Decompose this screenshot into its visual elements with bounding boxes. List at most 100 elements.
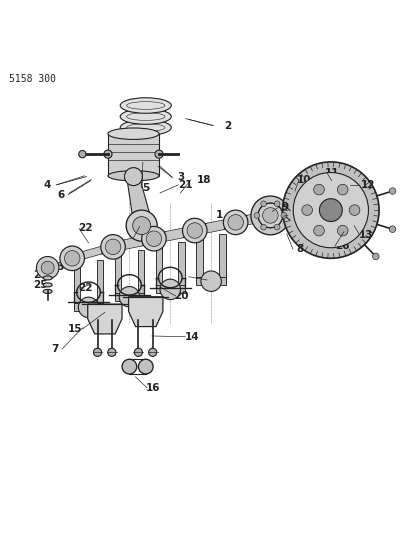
Text: 15: 15 xyxy=(67,324,82,334)
Ellipse shape xyxy=(120,109,171,124)
Polygon shape xyxy=(74,303,103,311)
Circle shape xyxy=(313,225,324,236)
Text: 10: 10 xyxy=(296,175,310,185)
Circle shape xyxy=(138,359,153,374)
Text: 4: 4 xyxy=(44,180,51,190)
Ellipse shape xyxy=(182,219,207,243)
Text: 7: 7 xyxy=(51,344,58,354)
Circle shape xyxy=(292,173,368,248)
Text: 12: 12 xyxy=(360,180,374,190)
Polygon shape xyxy=(127,179,150,217)
Circle shape xyxy=(260,224,266,230)
Circle shape xyxy=(108,348,116,357)
Text: 16: 16 xyxy=(145,383,160,393)
Polygon shape xyxy=(223,208,282,230)
Polygon shape xyxy=(115,250,121,297)
Ellipse shape xyxy=(43,289,52,294)
Text: 22: 22 xyxy=(78,223,93,233)
Polygon shape xyxy=(196,234,202,281)
Circle shape xyxy=(160,279,180,300)
Ellipse shape xyxy=(41,261,54,274)
Ellipse shape xyxy=(64,251,80,266)
Circle shape xyxy=(155,150,163,158)
Ellipse shape xyxy=(101,235,125,259)
Ellipse shape xyxy=(43,283,52,287)
Text: 8: 8 xyxy=(295,244,303,254)
Polygon shape xyxy=(137,250,144,297)
Ellipse shape xyxy=(250,196,289,235)
Polygon shape xyxy=(196,277,225,285)
Polygon shape xyxy=(142,223,207,246)
Text: 5: 5 xyxy=(142,183,149,192)
Polygon shape xyxy=(88,304,122,334)
Polygon shape xyxy=(219,234,225,281)
Ellipse shape xyxy=(120,98,171,114)
Circle shape xyxy=(78,297,99,318)
Ellipse shape xyxy=(36,256,59,279)
Polygon shape xyxy=(178,243,184,289)
Text: 22: 22 xyxy=(78,283,93,293)
Text: 5158 300: 5158 300 xyxy=(9,75,56,84)
Circle shape xyxy=(280,213,286,219)
Ellipse shape xyxy=(146,231,161,246)
Circle shape xyxy=(103,150,112,158)
Circle shape xyxy=(372,253,378,260)
Circle shape xyxy=(124,167,142,185)
Text: 19: 19 xyxy=(139,221,154,231)
Polygon shape xyxy=(155,243,162,289)
Circle shape xyxy=(388,226,395,232)
Circle shape xyxy=(274,224,279,230)
Text: 11: 11 xyxy=(324,167,339,177)
Ellipse shape xyxy=(43,276,52,280)
Circle shape xyxy=(119,287,139,307)
Circle shape xyxy=(134,348,142,357)
Text: 3: 3 xyxy=(176,172,184,182)
Polygon shape xyxy=(115,293,144,301)
Circle shape xyxy=(93,348,101,357)
Text: 1: 1 xyxy=(215,211,222,221)
Ellipse shape xyxy=(258,203,282,228)
Ellipse shape xyxy=(227,215,243,230)
Circle shape xyxy=(148,348,156,357)
Ellipse shape xyxy=(262,208,277,223)
Polygon shape xyxy=(182,215,247,238)
Text: 14: 14 xyxy=(184,332,199,342)
Circle shape xyxy=(122,359,137,374)
Ellipse shape xyxy=(60,246,84,271)
Text: 23: 23 xyxy=(50,262,64,272)
Circle shape xyxy=(388,188,395,195)
Text: 21: 21 xyxy=(178,180,192,190)
Polygon shape xyxy=(128,297,162,327)
Circle shape xyxy=(133,216,150,235)
Text: 24: 24 xyxy=(34,270,48,280)
Circle shape xyxy=(301,205,312,215)
Circle shape xyxy=(254,213,259,219)
Ellipse shape xyxy=(142,227,166,251)
Polygon shape xyxy=(60,239,125,265)
Circle shape xyxy=(126,210,157,241)
Circle shape xyxy=(313,184,324,195)
Text: 6: 6 xyxy=(57,190,65,199)
Polygon shape xyxy=(97,261,103,308)
Text: 17: 17 xyxy=(206,275,221,285)
Text: 9: 9 xyxy=(281,202,288,212)
Ellipse shape xyxy=(108,171,159,181)
Ellipse shape xyxy=(258,203,282,228)
Polygon shape xyxy=(283,205,289,220)
Circle shape xyxy=(282,162,378,259)
Circle shape xyxy=(200,271,221,292)
Ellipse shape xyxy=(105,239,121,255)
Polygon shape xyxy=(108,134,159,176)
Circle shape xyxy=(79,150,86,158)
Circle shape xyxy=(337,225,347,236)
Circle shape xyxy=(337,184,347,195)
Text: 26: 26 xyxy=(334,241,348,251)
Text: 13: 13 xyxy=(358,230,373,240)
Ellipse shape xyxy=(120,120,171,135)
Ellipse shape xyxy=(108,128,159,140)
Ellipse shape xyxy=(187,223,202,238)
Polygon shape xyxy=(155,285,184,294)
Circle shape xyxy=(319,199,342,222)
Text: 18: 18 xyxy=(196,175,211,185)
Circle shape xyxy=(274,201,279,207)
